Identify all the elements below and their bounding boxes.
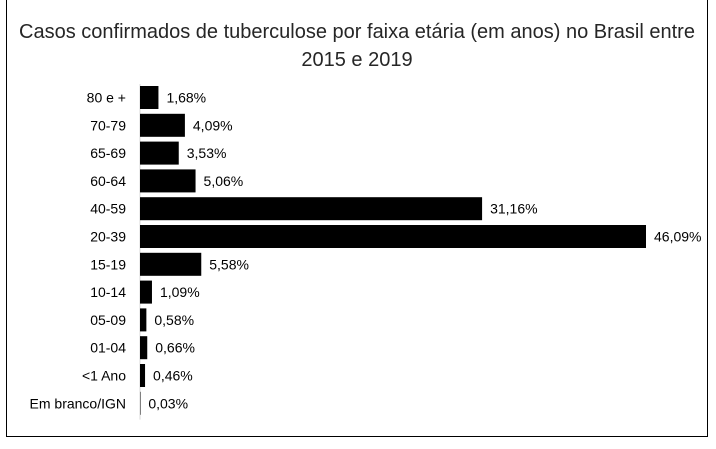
bar	[140, 141, 179, 165]
bar	[140, 113, 185, 137]
bar	[140, 364, 146, 387]
data-label: 1,09%	[160, 284, 200, 300]
category-label: 20-39	[90, 229, 126, 245]
data-label: 3,53%	[187, 145, 227, 161]
data-label: 31,16%	[490, 201, 537, 217]
category-label: 65-69	[90, 145, 126, 161]
chart-title: Casos confirmados de tuberculose por fai…	[19, 21, 695, 71]
bar	[140, 391, 141, 415]
category-label: Em branco/IGN	[30, 395, 126, 411]
category-label: 80 e +	[87, 90, 126, 106]
bar	[140, 252, 202, 276]
bar	[140, 336, 148, 360]
category-label: 05-09	[90, 312, 126, 328]
data-label: 1,68%	[166, 90, 206, 106]
data-label: 5,06%	[204, 173, 244, 189]
data-label: 0,66%	[155, 340, 195, 356]
data-label: 46,09%	[654, 229, 701, 245]
category-label: 60-64	[90, 173, 126, 189]
data-label: 0,58%	[154, 312, 194, 328]
category-label: 10-14	[90, 284, 126, 300]
bar	[140, 86, 159, 109]
data-label: 5,58%	[209, 256, 249, 272]
category-label: <1 Ano	[82, 368, 126, 384]
data-label: 0,03%	[148, 395, 188, 411]
bar	[140, 280, 152, 304]
category-label: 40-59	[90, 201, 126, 217]
bar	[140, 225, 646, 248]
bar	[140, 308, 147, 332]
data-label: 0,46%	[153, 368, 193, 384]
category-label: 15-19	[90, 256, 126, 272]
bar	[140, 197, 483, 221]
category-label: 01-04	[90, 340, 126, 356]
bar	[140, 169, 196, 193]
category-label: 70-79	[90, 117, 126, 133]
data-label: 4,09%	[193, 117, 233, 133]
